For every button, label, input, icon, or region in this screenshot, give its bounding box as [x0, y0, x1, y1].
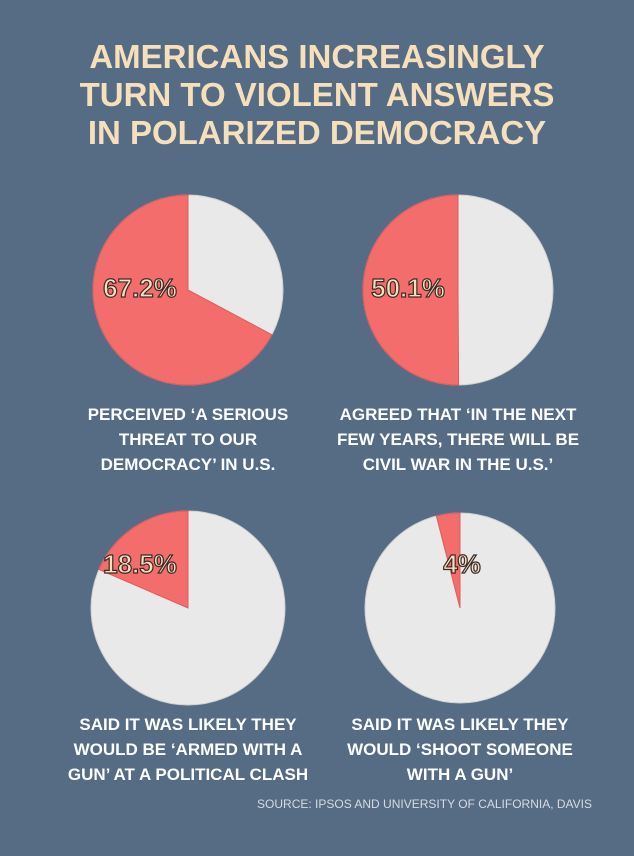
caption-line: DEMOCRACY’ IN U.S.: [101, 455, 276, 474]
value-label: 67.2%: [103, 273, 177, 303]
title-line: IN POLARIZED DEMOCRACY: [88, 114, 546, 151]
pie-slice: [362, 194, 460, 386]
caption-line: WITH A GUN’: [407, 765, 513, 784]
title-line: AMERICANS INCREASINGLY: [89, 38, 544, 75]
pie-slice: [92, 194, 273, 386]
caption-line: FEW YEARS, THERE WILL BE: [337, 430, 579, 449]
caption-line: WOULD BE ‘ARMED WITH A: [74, 740, 303, 759]
caption-line: CIVIL WAR IN THE U.S.’: [363, 455, 553, 474]
caption-line: THREAT TO OUR: [119, 430, 257, 449]
caption-line: WOULD ‘SHOOT SOMEONE: [347, 740, 573, 759]
value-label: 18.5%: [103, 549, 177, 579]
pie-slice: [435, 512, 461, 609]
caption-line: PERCEIVED ‘A SERIOUS: [88, 405, 289, 424]
title-line: TURN TO VIOLENT ANSWERS: [80, 76, 555, 113]
caption-line: GUN’ AT A POLITICAL CLASH: [68, 765, 308, 784]
caption-line: SAID IT WAS LIKELY THEY: [79, 715, 297, 734]
value-label: 50.1%: [371, 273, 445, 303]
caption-line: SAID IT WAS LIKELY THEY: [351, 715, 569, 734]
caption-line: AGREED THAT ‘IN THE NEXT: [340, 405, 577, 424]
source: SOURCE: IPSOS AND UNIVERSITY OF CALIFORN…: [257, 797, 592, 811]
pie-slice: [98, 510, 189, 609]
value-label: 4%: [443, 549, 481, 579]
